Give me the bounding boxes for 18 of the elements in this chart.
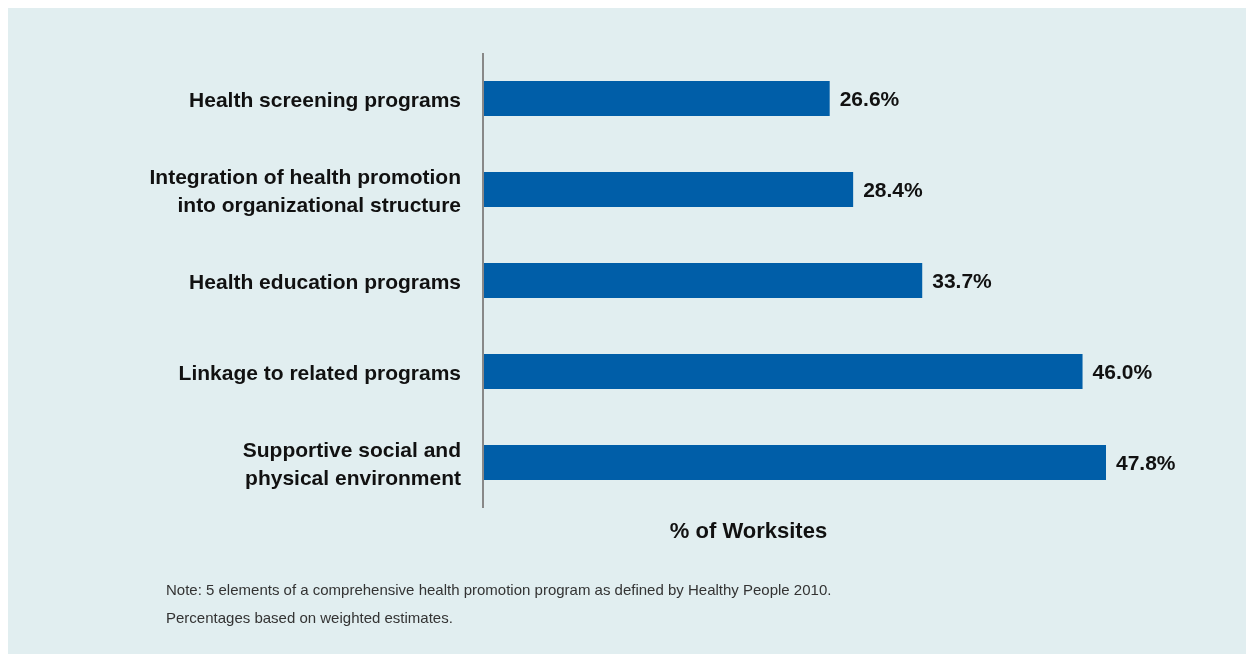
data-label: 28.4% bbox=[863, 177, 924, 201]
bar bbox=[483, 263, 923, 298]
y-tick-label: Linkage to related programs bbox=[178, 360, 461, 383]
data-label: 33.7% bbox=[932, 268, 993, 292]
text: Note: 5 elements of a comprehensive health promotion program as defined by Healthy People 2010. bbox=[166, 580, 832, 600]
y-tick-label: Integration of health promotion into organizational structure bbox=[149, 164, 461, 215]
bar bbox=[483, 445, 1106, 480]
bar bbox=[483, 172, 854, 207]
data-label: 46.0% bbox=[1092, 359, 1153, 383]
data-label: 47.8% bbox=[1116, 450, 1176, 474]
y-tick-label: Supportive social and physical environment bbox=[242, 437, 461, 488]
data-label: 26.6% bbox=[839, 86, 900, 110]
x-axis-title: % of Worksites bbox=[668, 518, 829, 544]
bar bbox=[483, 81, 830, 116]
bar bbox=[483, 354, 1083, 389]
y-tick-label: Health education programs bbox=[189, 269, 461, 292]
text: Percentages based on weighted estimates. bbox=[166, 608, 454, 628]
y-tick-label: Health screening programs bbox=[189, 87, 461, 110]
